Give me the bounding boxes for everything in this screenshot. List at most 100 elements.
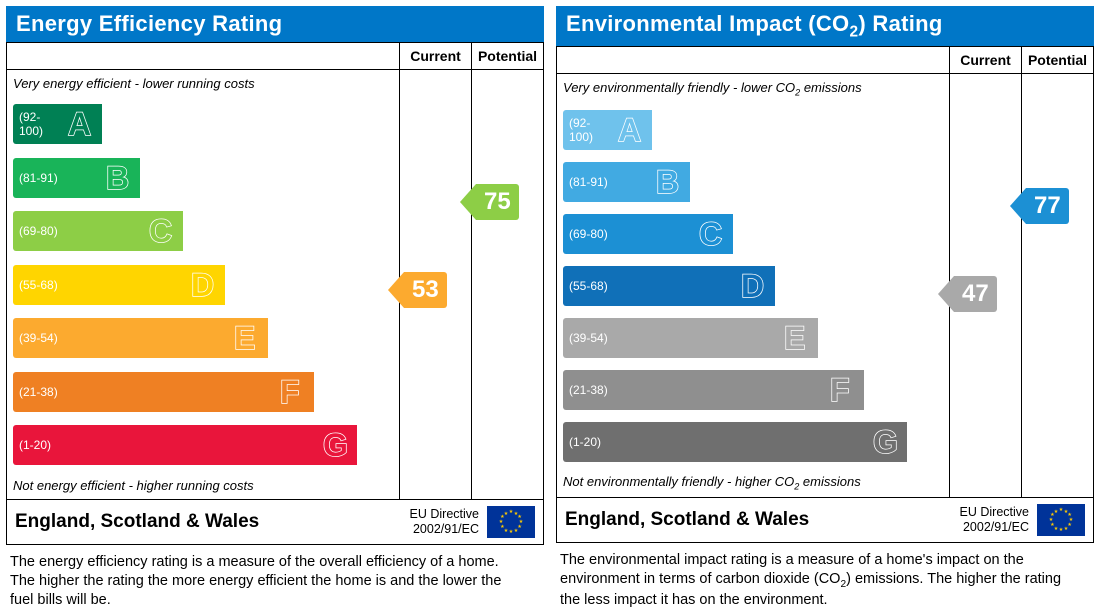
bands-column: Very environmentally friendly - lower CO… (557, 74, 949, 497)
rating-band-c: (69-80) C (13, 211, 183, 251)
rating-band-row: (81-91) B (563, 162, 949, 202)
caption-top: Very energy efficient - lower running co… (13, 74, 399, 93)
rating-band-row: (69-80) C (13, 211, 399, 251)
rating-band-g: (1-20) G (13, 425, 357, 465)
rating-band-d: (55-68) D (563, 266, 775, 306)
rating-band-row: (55-68) D (13, 265, 399, 305)
band-letter-icon: D (737, 267, 771, 305)
svg-text:C: C (149, 213, 172, 249)
rating-band-row: (1-20) G (563, 422, 949, 462)
band-letter-icon: C (145, 212, 179, 250)
band-letter-icon: E (780, 319, 814, 357)
band-range-label: (39-54) (569, 331, 608, 345)
column-header-current: Current (949, 47, 1021, 73)
band-range-label: (1-20) (19, 438, 51, 452)
region-label: England, Scotland & Wales (15, 511, 259, 533)
directive-wrap: EU Directive2002/91/EC ★★★★★★★★★★★★ (960, 504, 1085, 536)
rating-band-row: (39-54) E (13, 318, 399, 358)
band-range-label: (92-100) (19, 110, 64, 138)
band-range-label: (1-20) (569, 435, 601, 449)
band-letter-icon: F (276, 373, 310, 411)
current-rating-pointer: 47 (938, 276, 997, 312)
band-letter-icon: E (230, 319, 264, 357)
band-range-label: (39-54) (19, 331, 58, 345)
rating-band-row: (21-38) F (563, 370, 949, 410)
current-value-column: 47 (949, 74, 1021, 497)
svg-text:E: E (784, 320, 805, 356)
band-letter-icon: D (187, 266, 221, 304)
svg-text:B: B (106, 160, 129, 196)
band-range-label: (55-68) (569, 279, 608, 293)
rating-band-f: (21-38) F (563, 370, 864, 410)
directive-wrap: EU Directive2002/91/EC★★★★★★★★★★★★ (410, 506, 535, 538)
band-range-label: (81-91) (19, 171, 58, 185)
region-label: England, Scotland & Wales (565, 509, 809, 531)
svg-text:D: D (191, 267, 214, 303)
rating-band-row: (55-68) D (563, 266, 949, 306)
rating-band-row: (1-20) G (13, 425, 399, 465)
band-range-label: (21-38) (19, 385, 58, 399)
rating-band-a: (92-100)A (563, 110, 652, 150)
eu-flag-icon: ★★★★★★★★★★★★ (487, 506, 535, 538)
chart-body: Very environmentally friendly - lower CO… (557, 74, 1093, 497)
rating-band-row: (81-91) B (13, 158, 399, 198)
rating-band-row: (39-54) E (563, 318, 949, 358)
panel-title: Environmental Impact (CO2) Rating (556, 6, 1094, 46)
rating-chart: CurrentPotential Very energy efficient - … (6, 42, 544, 545)
svg-text:F: F (280, 374, 300, 410)
band-letter-icon: B (102, 159, 136, 197)
svg-text:D: D (741, 268, 764, 304)
band-letter-icon: B (652, 163, 686, 201)
caption-bottom: Not environmentally friendly - higher CO… (563, 472, 949, 494)
band-letter-icon: F (826, 371, 860, 409)
svg-text:G: G (873, 424, 898, 460)
rating-band-row: (21-38) F (13, 372, 399, 412)
svg-text:E: E (234, 320, 255, 356)
svg-text:F: F (830, 372, 850, 408)
caption-top: Very environmentally friendly - lower CO… (563, 78, 949, 100)
rating-band-f: (21-38) F (13, 372, 314, 412)
chart-body: Very energy efficient - lower running co… (7, 70, 543, 499)
panel-description: The energy efficiency rating is a measur… (6, 545, 526, 610)
rating-band-e: (39-54) E (13, 318, 268, 358)
column-header-potential: Potential (471, 43, 543, 69)
footer-row: England, Scotland & Wales EU Directive200… (7, 499, 543, 544)
rating-band-row: (92-100)A (13, 104, 399, 144)
svg-text:C: C (699, 216, 722, 252)
panel-description: The environmental impact rating is a mea… (556, 543, 1076, 610)
rating-band-g: (1-20) G (563, 422, 907, 462)
caption-bottom: Not energy efficient - higher running co… (13, 476, 399, 495)
rating-band-d: (55-68) D (13, 265, 225, 305)
energy-efficiency-panel: Energy Efficiency RatingCurrentPotential… (6, 6, 544, 610)
panel-title: Energy Efficiency Rating (6, 6, 544, 42)
environmental-impact-panel: Environmental Impact (CO2) RatingCurrent… (556, 6, 1094, 610)
band-range-label: (69-80) (19, 224, 58, 238)
rating-band-a: (92-100)A (13, 104, 102, 144)
current-value-column: 53 (399, 70, 471, 499)
svg-text:A: A (618, 112, 641, 148)
band-range-label: (21-38) (569, 383, 608, 397)
rating-band-b: (81-91) B (563, 162, 690, 202)
eu-directive-label: EU Directive2002/91/EC (960, 505, 1029, 535)
band-range-label: (55-68) (19, 278, 58, 292)
potential-value-column: 75 (471, 70, 543, 499)
potential-rating-pointer: 77 (1010, 188, 1069, 224)
column-header-row: CurrentPotential (7, 43, 543, 70)
potential-value-column: 77 (1021, 74, 1093, 497)
footer-row: England, Scotland & Wales EU Directive200… (557, 497, 1093, 542)
band-letter-icon: G (319, 426, 353, 464)
svg-text:B: B (656, 164, 679, 200)
rating-band-row: (69-80)C (563, 214, 949, 254)
rating-band-e: (39-54) E (563, 318, 818, 358)
band-range-label: (81-91) (569, 175, 608, 189)
column-header-potential: Potential (1021, 47, 1093, 73)
rating-chart: CurrentPotential Very environmentally fri… (556, 46, 1094, 543)
band-range-label: (92-100) (569, 116, 614, 144)
eu-flag-icon: ★★★★★★★★★★★★ (1037, 504, 1085, 536)
svg-text:A: A (68, 106, 91, 142)
column-header-current: Current (399, 43, 471, 69)
bands-column: Very energy efficient - lower running co… (7, 70, 399, 499)
current-rating-pointer: 53 (388, 272, 447, 308)
band-letter-icon: C (695, 215, 729, 253)
svg-text:G: G (323, 427, 348, 463)
